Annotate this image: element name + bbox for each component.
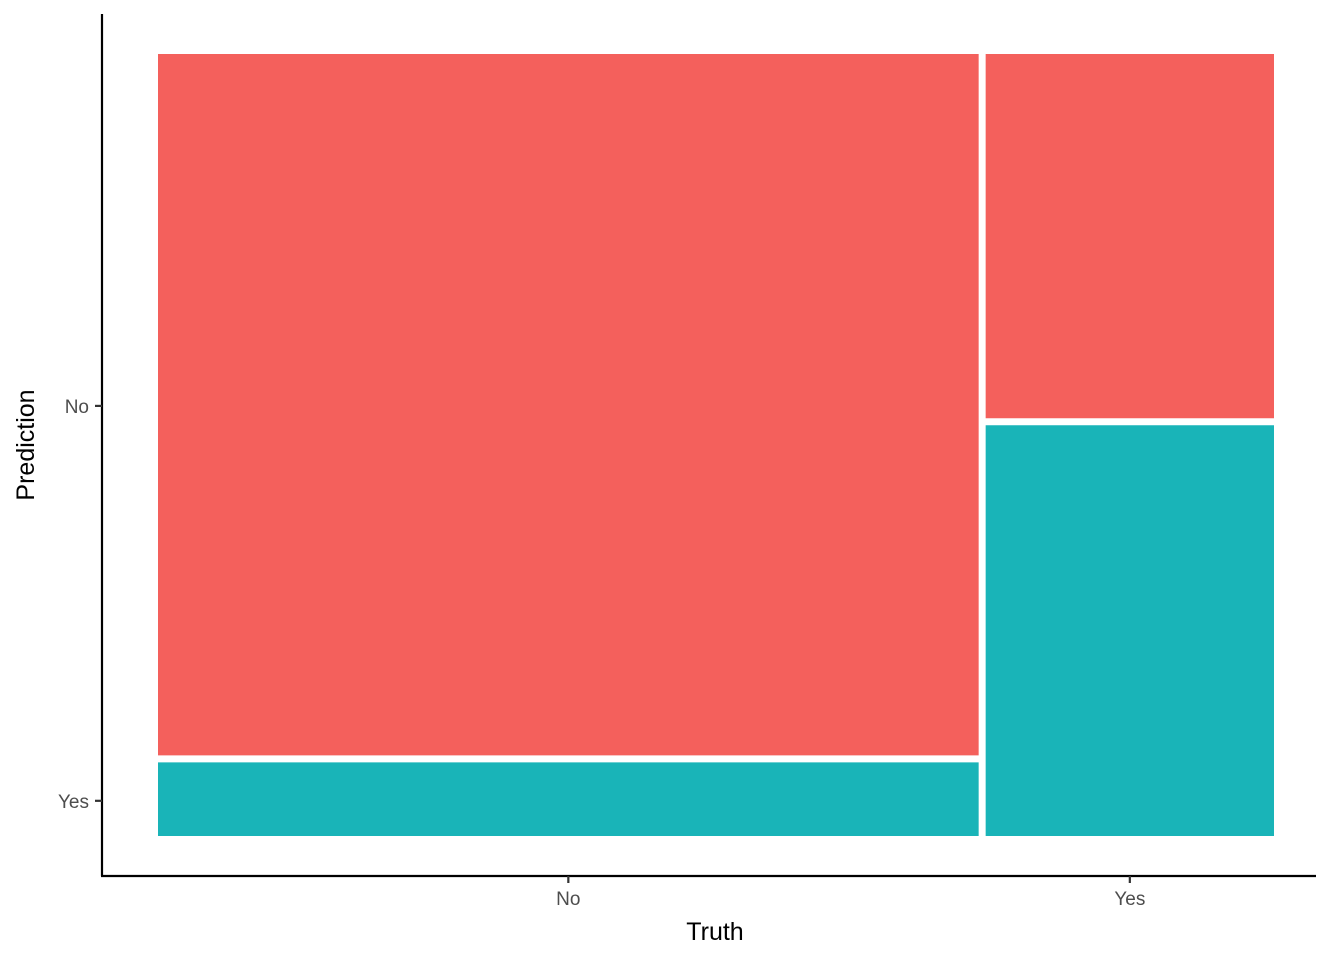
cell-truth-no-prediction-no (158, 54, 979, 755)
x-tick-label-no: No (556, 889, 580, 910)
cell-truth-yes-prediction-yes (986, 425, 1274, 836)
cell-truth-yes-prediction-no (986, 54, 1274, 418)
x-tick-label-yes: Yes (1114, 889, 1145, 910)
x-axis-title: Truth (686, 918, 743, 946)
y-axis-ticks: No Yes (58, 397, 102, 813)
y-tick-label-no: No (65, 397, 89, 418)
y-tick-label-yes: Yes (58, 792, 89, 813)
y-axis-title: Prediction (12, 389, 40, 500)
mosaic-cells (158, 54, 1274, 836)
cell-truth-no-prediction-yes (158, 762, 979, 836)
x-axis-ticks: No Yes (556, 876, 1145, 910)
